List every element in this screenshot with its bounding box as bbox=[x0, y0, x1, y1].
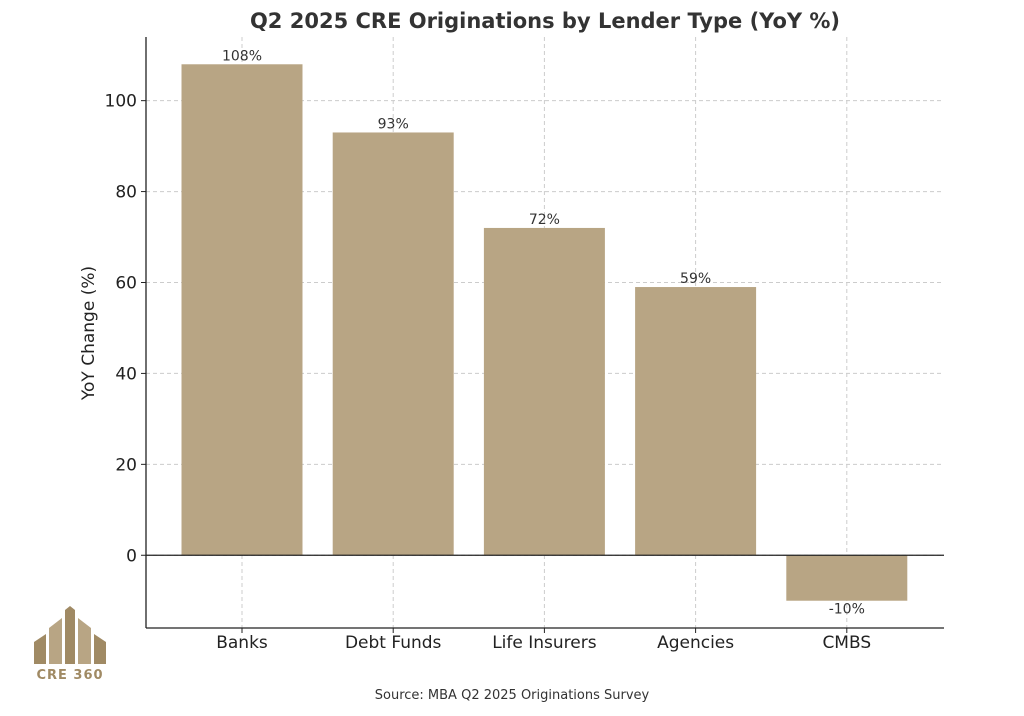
y-tick-label: 40 bbox=[115, 364, 137, 384]
logo-text: CRE 360 bbox=[36, 668, 104, 683]
y-axis-label: YoY Change (%) bbox=[79, 266, 99, 401]
y-tick-label: 60 bbox=[115, 273, 137, 293]
x-tick-labels: Banks Debt Funds Life Insurers Agencies CMBS bbox=[216, 633, 871, 653]
data-labels: 108% 93% 72% 59% -10% bbox=[222, 48, 865, 617]
bar-agencies bbox=[635, 287, 757, 556]
axes bbox=[141, 37, 944, 633]
data-label: 59% bbox=[680, 271, 711, 287]
chart-title: Q2 2025 CRE Originations by Lender Type … bbox=[250, 9, 840, 33]
data-label: 72% bbox=[529, 212, 560, 228]
data-label: -10% bbox=[829, 602, 865, 618]
x-tick-label: Banks bbox=[216, 633, 268, 653]
x-tick-label: Debt Funds bbox=[345, 633, 442, 653]
bar-life-insurers bbox=[483, 227, 605, 556]
y-tick-label: 100 bbox=[105, 92, 137, 112]
bars bbox=[181, 64, 908, 601]
y-tick-label: 20 bbox=[115, 455, 137, 475]
bar-banks bbox=[181, 64, 303, 556]
x-tick-label: CMBS bbox=[822, 633, 871, 653]
y-tick-label: 0 bbox=[126, 546, 137, 566]
data-label: 108% bbox=[222, 48, 262, 64]
x-tick-label: Agencies bbox=[657, 633, 734, 653]
data-label: 93% bbox=[378, 116, 409, 132]
y-tick-labels: 0 20 40 60 80 100 bbox=[105, 92, 137, 567]
cre360-logo: CRE 360 bbox=[30, 604, 110, 688]
source-note: Source: MBA Q2 2025 Originations Survey bbox=[374, 688, 650, 703]
building-columns-icon bbox=[34, 606, 106, 664]
bar-debt-funds bbox=[332, 132, 454, 556]
x-tick-label: Life Insurers bbox=[492, 633, 597, 653]
bar-cmbs bbox=[786, 555, 908, 601]
y-tick-label: 80 bbox=[115, 183, 137, 203]
